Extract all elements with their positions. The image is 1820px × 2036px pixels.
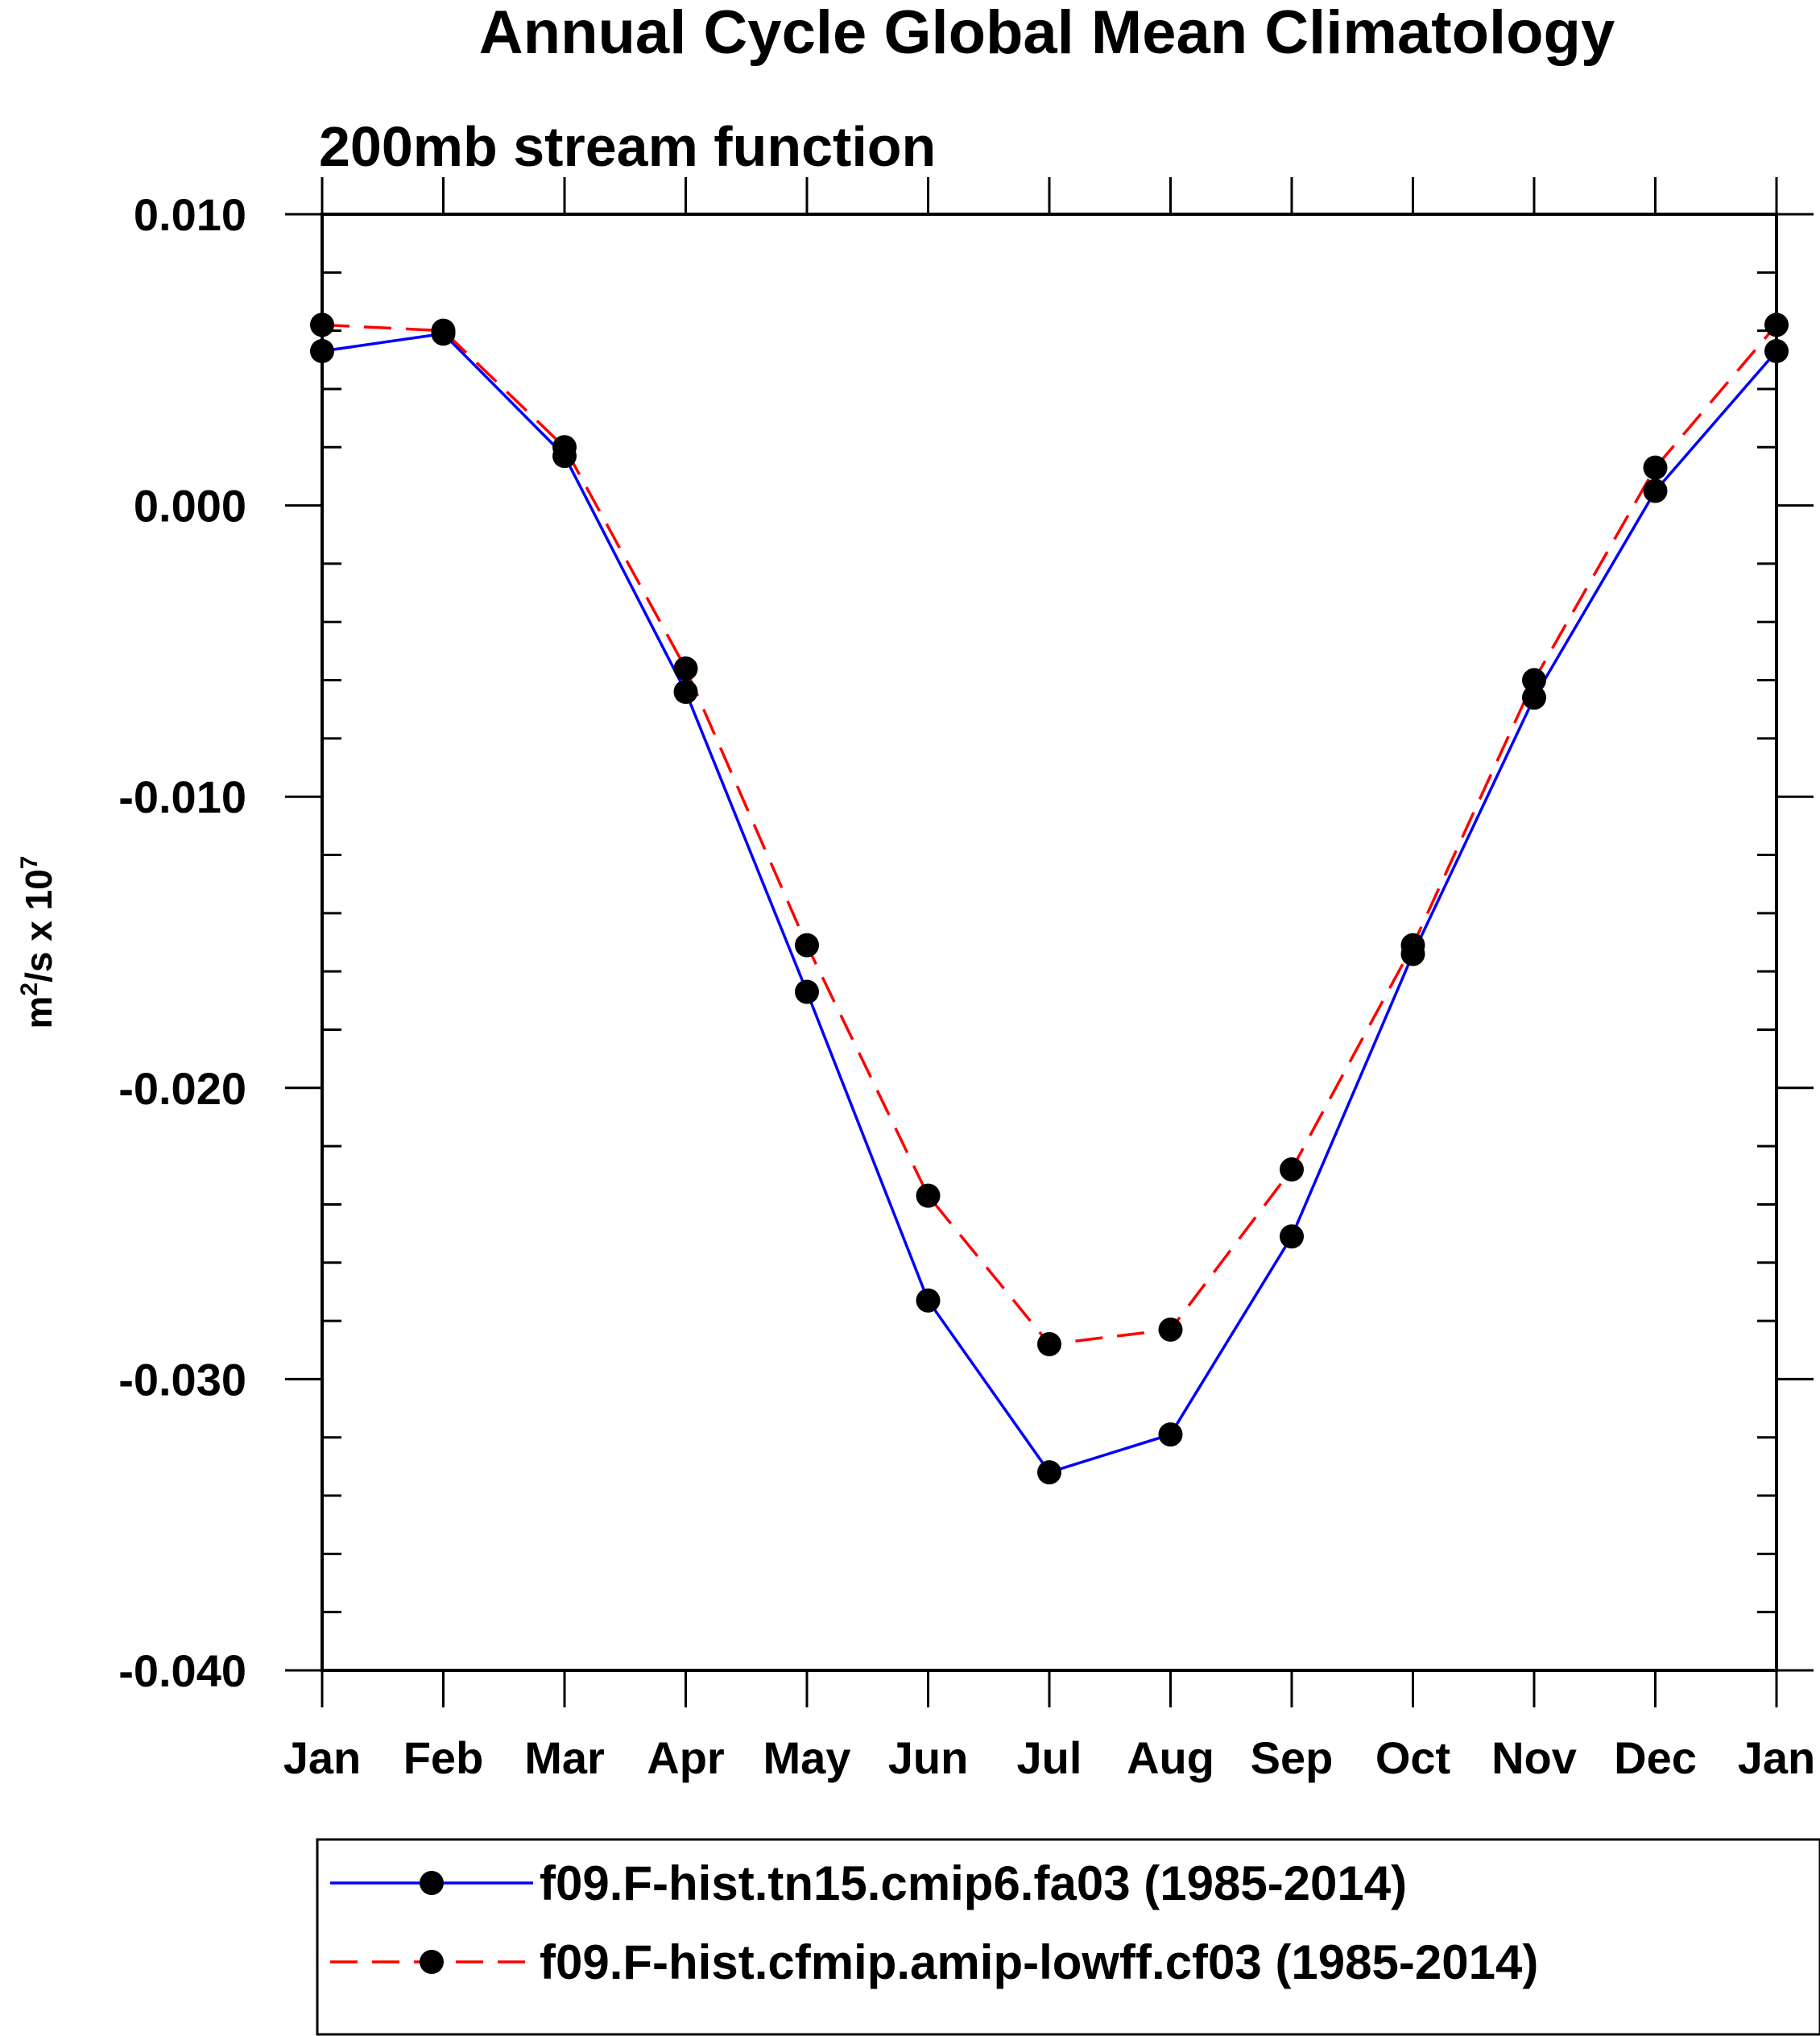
x-tick-label: Dec — [1614, 1732, 1697, 1783]
x-tick-label: May — [763, 1732, 851, 1783]
data-point-s2 — [673, 656, 698, 681]
data-point-s2 — [431, 318, 456, 343]
x-tick-label: Oct — [1375, 1732, 1450, 1783]
y-axis-label-sup2: 7 — [16, 856, 43, 870]
data-point-s1 — [1158, 1422, 1183, 1447]
x-tick-label: Sep — [1251, 1732, 1334, 1783]
x-tick-label: Nov — [1491, 1732, 1577, 1783]
x-tick-label: Mar — [524, 1732, 605, 1783]
legend-box — [316, 1838, 1820, 2036]
x-tick-label: Jan — [283, 1732, 362, 1783]
y-axis-label-base: m — [18, 996, 60, 1029]
y-axis-label-middle: /s x 10 — [18, 869, 60, 983]
x-tick-label: Jan — [1738, 1732, 1816, 1783]
y-tick-label: -0.010 — [118, 772, 246, 822]
y-tick-label: -0.040 — [118, 1645, 246, 1696]
data-point-s2 — [1400, 933, 1425, 958]
axis-ticks — [285, 177, 1814, 1707]
data-point-s1 — [673, 680, 698, 705]
data-point-s1 — [1522, 685, 1546, 710]
legend-label-2: f09.F-hist.cfmip.amip-lowff.cf03 (1985-2… — [540, 1935, 1538, 1989]
x-tick-label: Jul — [1017, 1732, 1082, 1783]
data-point-s1 — [1037, 1460, 1061, 1485]
data-point-s1 — [795, 979, 819, 1004]
series-line-1 — [321, 332, 1778, 1475]
data-point-s2 — [1522, 668, 1546, 693]
data-point-s1 — [1280, 1224, 1304, 1249]
data-point-s2 — [1158, 1317, 1183, 1342]
y-tick-label: -0.020 — [118, 1063, 246, 1114]
tick-labels: Jan Feb Mar Apr May Jun Jul Aug Sep Oct Nov Dec Jan 0… — [118, 189, 1815, 1783]
data-point-s1 — [1643, 478, 1668, 503]
legend: f09.F-hist.tn15.cmip6.fa03 (1985-2014) f0… — [316, 1838, 1820, 2036]
data-point-s2 — [552, 435, 577, 460]
chart-subtitle: 200mb stream function — [319, 115, 936, 178]
x-tick-label: Aug — [1127, 1732, 1214, 1783]
x-tick-label: Apr — [647, 1732, 724, 1783]
y-axis-label-sup1: 2 — [16, 983, 43, 996]
plot-frame — [321, 213, 1778, 1672]
y-tick-label: 0.010 — [134, 189, 246, 240]
legend-marker-1 — [420, 1871, 444, 1895]
data-point-s1 — [916, 1288, 941, 1313]
data-point-s2 — [1280, 1157, 1304, 1182]
x-tick-label: Feb — [403, 1732, 484, 1783]
y-axis-label: m2/s x 107 — [16, 856, 60, 1029]
legend-marker-2 — [420, 1950, 444, 1974]
y-tick-label: -0.030 — [118, 1354, 246, 1405]
chart-title: Annual Cycle Global Mean Climatology — [479, 0, 1615, 67]
data-point-s2 — [795, 933, 819, 958]
data-point-s2 — [916, 1183, 941, 1208]
legend-label-1: f09.F-hist.tn15.cmip6.fa03 (1985-2014) — [540, 1856, 1407, 1910]
data-point-s2 — [1643, 455, 1668, 480]
x-tick-label: Jun — [888, 1732, 969, 1783]
series-layer — [310, 312, 1789, 1485]
series-line-2 — [321, 323, 1778, 1346]
data-point-s2 — [1037, 1332, 1061, 1357]
y-tick-label: 0.000 — [134, 481, 246, 532]
